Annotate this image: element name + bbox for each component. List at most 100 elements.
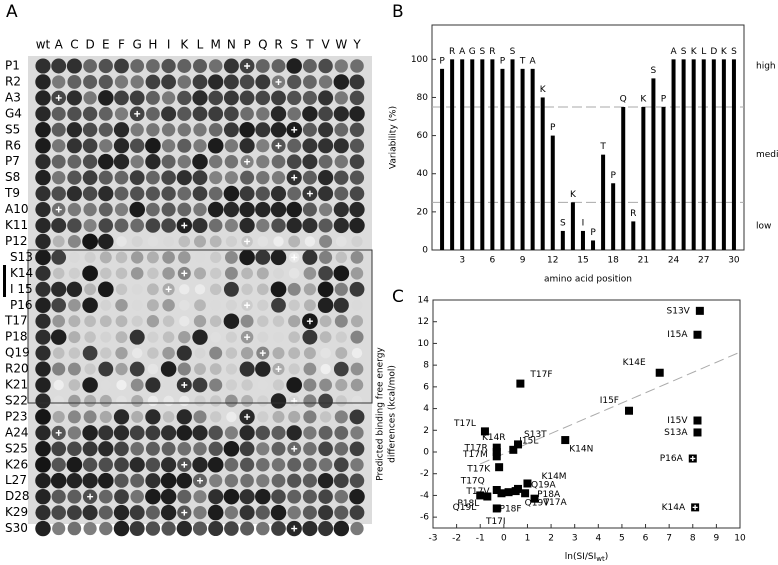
point-label: S13T xyxy=(524,430,547,440)
column-label: T xyxy=(305,38,314,52)
dot xyxy=(335,395,347,407)
x-tick-label: 7 xyxy=(666,534,672,544)
dot xyxy=(318,186,334,202)
column-label: C xyxy=(70,38,78,52)
column-label: E xyxy=(102,38,110,52)
dot xyxy=(130,473,145,488)
dot xyxy=(303,75,317,89)
dot xyxy=(176,345,192,361)
dot xyxy=(256,170,270,185)
dot xyxy=(67,202,82,217)
wt-plus xyxy=(244,413,251,420)
dot xyxy=(192,153,208,170)
dot xyxy=(333,361,349,377)
dot xyxy=(287,74,302,90)
panel-label: A xyxy=(6,2,18,22)
y-tick-label: 4 xyxy=(423,404,429,414)
dot xyxy=(146,251,159,264)
dot xyxy=(114,75,129,89)
bar xyxy=(651,78,656,250)
dot xyxy=(68,379,81,391)
blot xyxy=(35,58,365,537)
dot xyxy=(114,457,129,473)
dot xyxy=(179,395,190,407)
dot xyxy=(194,395,206,407)
dot xyxy=(303,410,317,424)
dot xyxy=(99,410,112,423)
dot xyxy=(224,171,238,185)
dot xyxy=(35,297,51,313)
dot xyxy=(145,377,161,393)
wt-plus xyxy=(244,238,251,245)
dot xyxy=(83,91,97,105)
dot xyxy=(68,315,81,328)
dot xyxy=(67,410,81,424)
dot xyxy=(130,75,144,89)
dot xyxy=(145,90,160,105)
dot xyxy=(287,138,302,153)
dot xyxy=(318,58,333,74)
dot xyxy=(51,58,67,74)
plot-frame xyxy=(431,24,745,251)
bar xyxy=(711,59,716,250)
dot xyxy=(318,425,333,440)
row-label: A3 xyxy=(5,90,21,104)
column-label: F xyxy=(118,38,125,52)
dot xyxy=(319,378,333,392)
wt-plus xyxy=(181,270,188,277)
dot xyxy=(163,379,175,391)
y-axis-label: differences (kcal/mol) xyxy=(388,365,398,463)
dot xyxy=(350,458,364,472)
dot xyxy=(67,170,82,185)
row-label: R6 xyxy=(5,138,21,152)
dot xyxy=(147,267,159,280)
point-label: I15F xyxy=(600,396,619,406)
dot xyxy=(319,315,332,328)
dot xyxy=(256,442,270,456)
dot xyxy=(271,154,286,169)
dot xyxy=(98,202,113,217)
dot xyxy=(334,489,349,504)
dot xyxy=(288,235,301,248)
dot xyxy=(192,74,208,90)
residue-label: S xyxy=(681,47,687,57)
dot xyxy=(98,106,113,121)
dot xyxy=(223,440,240,457)
residue-label: P xyxy=(661,94,667,104)
point xyxy=(693,416,702,425)
residue-label: G xyxy=(469,47,476,57)
point-label: Q19L xyxy=(453,503,477,513)
dot xyxy=(84,363,96,375)
dot xyxy=(162,411,175,423)
dot xyxy=(52,267,65,280)
dot xyxy=(286,201,303,218)
dot xyxy=(99,394,112,407)
dot xyxy=(161,441,176,456)
point-plus xyxy=(690,456,696,462)
dot xyxy=(255,122,271,138)
dot xyxy=(210,395,222,407)
dot xyxy=(302,90,317,105)
point-label: Q19A xyxy=(531,480,557,490)
dot xyxy=(35,154,51,170)
column-label: L xyxy=(197,38,204,52)
dot xyxy=(350,267,364,280)
dot xyxy=(333,265,350,282)
dot xyxy=(51,489,66,504)
dot xyxy=(98,489,113,504)
dot xyxy=(35,377,51,393)
dot xyxy=(239,74,255,90)
residue-label: S xyxy=(510,47,516,57)
x-tick-label: 1 xyxy=(525,534,531,544)
point xyxy=(514,440,523,449)
residue-label: P xyxy=(550,123,556,133)
dot xyxy=(318,266,333,281)
point xyxy=(625,406,634,415)
y-tick-label: -4 xyxy=(420,491,429,501)
bar xyxy=(460,59,465,250)
dot xyxy=(318,154,333,169)
dot xyxy=(115,267,128,280)
dot xyxy=(334,155,348,169)
